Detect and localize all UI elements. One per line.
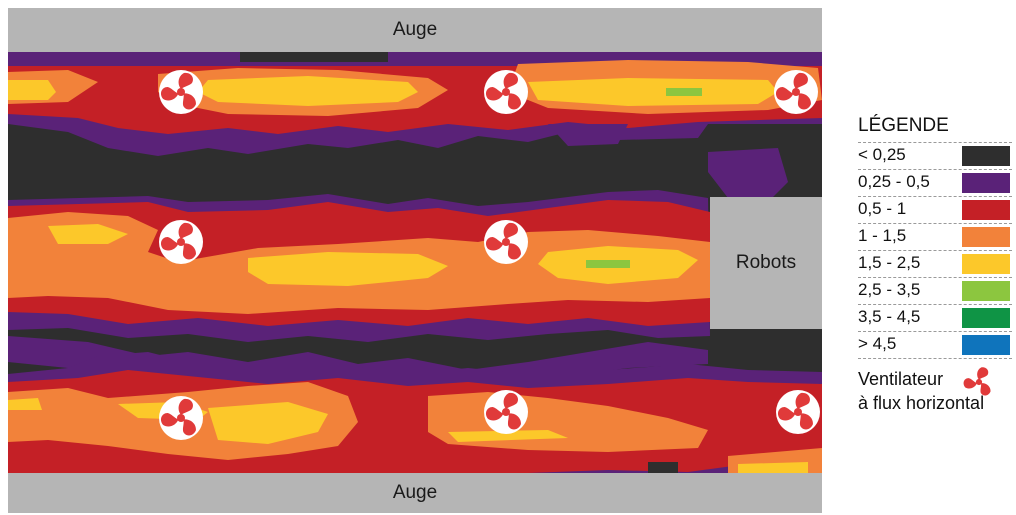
robots-label: Robots (735, 252, 797, 273)
legend-fan-label-2: à flux horizontal (858, 393, 985, 413)
legend-swatch (962, 254, 1010, 274)
legend-item: 0,25 - 0,5 (858, 169, 1012, 196)
legend-swatch (962, 227, 1010, 247)
legend-swatch (962, 146, 1010, 166)
legend-title: LÉGENDE (858, 115, 949, 136)
lane-top (8, 52, 822, 202)
robots-area: Robots (710, 197, 822, 329)
legend-fan-item: Ventilateur à flux horizontal (858, 358, 1012, 415)
legend-swatch (962, 308, 1010, 328)
legend-item: 3,5 - 4,5 (858, 304, 1012, 331)
legend: LÉGENDE < 0,25 0,25 - 0,5 0,5 - 1 1 - 1,… (858, 110, 1012, 415)
legend-item-label: < 0,25 (858, 145, 906, 164)
trough-top: Auge (8, 8, 822, 52)
legend-fan-label-1: Ventilateur (858, 369, 944, 389)
legend-item-label: > 4,5 (858, 334, 897, 353)
trough-top-label: Auge (392, 19, 438, 40)
legend-swatch (962, 173, 1010, 193)
legend-item-label: 1 - 1,5 (858, 226, 907, 245)
legend-item: 0,5 - 1 (858, 196, 1012, 223)
legend-item: 2,5 - 3,5 (858, 277, 1012, 304)
legend-item: 1 - 1,5 (858, 223, 1012, 250)
legend-item-label: 3,5 - 4,5 (858, 307, 921, 326)
trough-bottom-label: Auge (392, 482, 438, 503)
legend-swatch (962, 200, 1010, 220)
trough-bottom: Auge (8, 473, 822, 513)
legend-item-label: 1,5 - 2,5 (858, 253, 921, 272)
legend-item-label: 2,5 - 3,5 (858, 280, 921, 299)
legend-swatch (962, 281, 1010, 301)
lane-bottom (8, 352, 822, 473)
fan-icon (963, 367, 991, 396)
legend-item: < 0,25 (858, 142, 1012, 169)
legend-item: > 4,5 (858, 331, 1012, 358)
legend-swatch (962, 335, 1010, 355)
legend-item-label: 0,25 - 0,5 (858, 172, 930, 191)
legend-item: 1,5 - 2,5 (858, 250, 1012, 277)
legend-item-label: 0,5 - 1 (858, 199, 907, 218)
air-velocity-map (8, 52, 822, 473)
